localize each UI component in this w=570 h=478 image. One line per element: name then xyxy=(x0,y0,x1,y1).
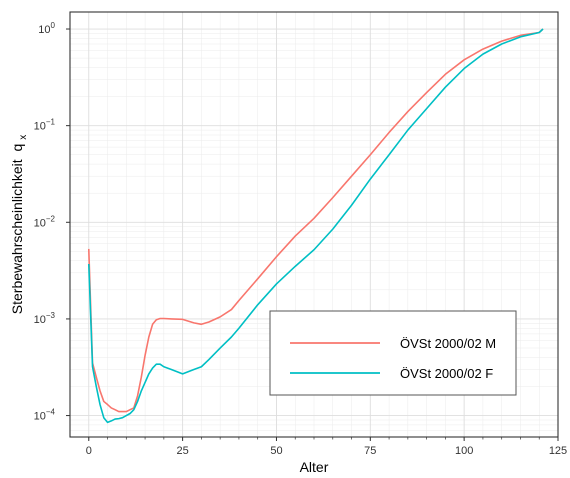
series-line-2 xyxy=(87,28,544,424)
y-tick-label: 100 xyxy=(38,21,55,36)
series-layer xyxy=(87,28,544,424)
y-tick-exponent: 0 xyxy=(51,21,56,30)
x-tick-label: 50 xyxy=(270,445,282,457)
legend: ÖVSt 2000/02 M ÖVSt 2000/02 F xyxy=(269,310,517,396)
y-tick-label: 10−3 xyxy=(34,311,56,326)
y-axis-title-symbol: q xyxy=(9,144,25,152)
y-tick-exponent: −4 xyxy=(46,408,56,417)
y-tick-base: 10 xyxy=(34,217,46,229)
y-tick-label: 10−1 xyxy=(34,118,56,133)
legend-label-1: ÖVSt 2000/02 M xyxy=(400,336,496,351)
x-axis-title: Alter xyxy=(300,459,329,475)
legend-label-2: ÖVSt 2000/02 F xyxy=(400,366,493,381)
y-tick-exponent: −3 xyxy=(46,311,56,320)
y-axis-title-text: Sterbewahrscheinlichkeit xyxy=(9,159,25,314)
x-tick-label: 25 xyxy=(176,445,188,457)
y-tick-base: 10 xyxy=(34,411,46,423)
y-tick-base: 10 xyxy=(38,24,50,36)
x-tick-label: 125 xyxy=(549,445,567,457)
x-tick-label: 0 xyxy=(86,445,92,457)
y-axis-title: Sterbewahrscheinlichkeit q x xyxy=(9,135,29,314)
legend-box xyxy=(269,310,517,396)
y-tick-label: 10−2 xyxy=(34,214,56,229)
y-axis-title-subscript: x xyxy=(18,135,29,140)
x-axis: 0 25 50 75 100 125 xyxy=(86,437,567,457)
y-tick-label: 10−4 xyxy=(34,408,56,423)
x-tick-label: 75 xyxy=(364,445,376,457)
y-tick-base: 10 xyxy=(34,314,46,326)
y-tick-base: 10 xyxy=(34,121,46,133)
y-tick-exponent: −1 xyxy=(46,118,56,127)
x-tick-label: 100 xyxy=(455,445,473,457)
y-tick-exponent: −2 xyxy=(46,214,56,223)
series-line-1 xyxy=(87,28,544,413)
